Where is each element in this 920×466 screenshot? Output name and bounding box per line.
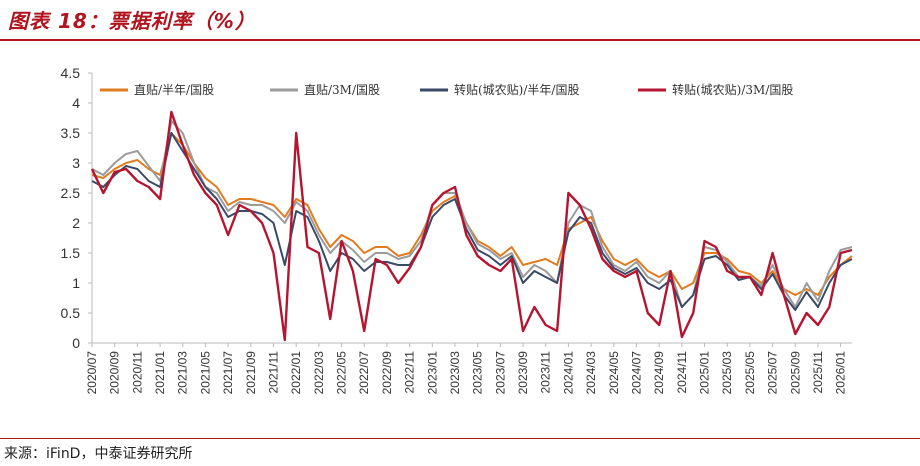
y-tick-label: 1: [72, 275, 80, 291]
x-tick-label: 2024/07: [629, 351, 643, 395]
y-tick-label: 3: [72, 155, 80, 171]
y-tick-label: 4.5: [61, 65, 81, 81]
series-line-2: [91, 120, 853, 308]
x-tick-label: 2023/07: [493, 351, 507, 395]
x-tick-label: 2020/09: [108, 351, 122, 395]
x-tick-label: 2025/03: [720, 351, 734, 395]
x-tick-label: 2022/01: [289, 351, 303, 395]
y-tick-label: 0: [72, 335, 80, 351]
x-tick-label: 2021/07: [221, 351, 235, 395]
y-tick-label: 0.5: [61, 305, 81, 321]
x-tick-label: 2024/01: [561, 351, 575, 395]
x-tick-label: 2022/11: [403, 351, 417, 394]
x-tick-label: 2023/03: [448, 351, 462, 395]
x-tick-label: 2020/07: [85, 351, 99, 395]
chart-title: 图表 18：票据利率（%）: [8, 9, 256, 33]
x-tick-label: 2025/09: [788, 351, 802, 395]
x-tick-label: 2024/11: [675, 351, 689, 394]
x-tick-label: 2022/03: [312, 351, 326, 395]
x-tick-label: 2023/09: [516, 351, 530, 395]
y-tick-label: 4: [72, 95, 80, 111]
x-tick-label: 2023/11: [539, 351, 553, 394]
y-tick-label: 2.5: [61, 185, 81, 201]
y-tick-label: 3.5: [61, 125, 81, 141]
x-tick-label: 2025/11: [811, 351, 825, 394]
series-line-3: [91, 132, 853, 311]
source-note: 来源：iFinD，中泰证券研究所: [4, 446, 193, 462]
x-tick-label: 2025/05: [743, 351, 757, 395]
x-tick-label: 2025/01: [698, 351, 712, 395]
line-chart: 0 0.5 1 1.5 2 2.5 3 3.5 4 4.5 2020/07 2020/09 2020/1…: [61, 65, 853, 395]
y-tick-label: 2: [72, 215, 80, 231]
series-line-4: [90, 110, 853, 342]
source-divider: [0, 438, 920, 439]
x-tick-label: 2024/05: [607, 351, 621, 395]
x-tick-label: 2021/03: [176, 351, 190, 395]
title-bar: 图表 18：票据利率（%）: [0, 0, 920, 41]
x-tick-label: 2025/07: [766, 351, 780, 395]
legend-label-4: 转贴(城农贴)/3M/国股: [672, 82, 793, 97]
legend-label-2: 直贴/3M/国股: [304, 83, 380, 97]
y-tick-label: 1.5: [61, 245, 81, 261]
x-tick-label: 2020/11: [130, 351, 144, 394]
title-divider: [0, 39, 920, 41]
series-line-1: [91, 132, 853, 296]
x-tick-label: 2021/11: [266, 351, 280, 394]
x-tick-label: 2026/01: [834, 351, 848, 395]
x-tick-label: 2024/03: [584, 351, 598, 395]
x-tick-label: 2021/01: [153, 351, 167, 395]
x-tick-label: 2022/09: [380, 351, 394, 395]
x-tick-label: 2023/01: [425, 351, 439, 395]
x-tick-label: 2021/09: [244, 351, 258, 395]
legend-label-1: 直贴/半年/国股: [134, 83, 214, 97]
x-tick-label: 2022/07: [357, 351, 371, 395]
x-tick-label: 2022/05: [335, 351, 349, 395]
legend-label-3: 转贴(城农贴)/半年/国股: [454, 82, 579, 97]
x-tick-label: 2021/05: [198, 351, 212, 395]
x-tick-label: 2024/09: [652, 351, 666, 395]
x-tick-label: 2023/05: [471, 351, 485, 395]
